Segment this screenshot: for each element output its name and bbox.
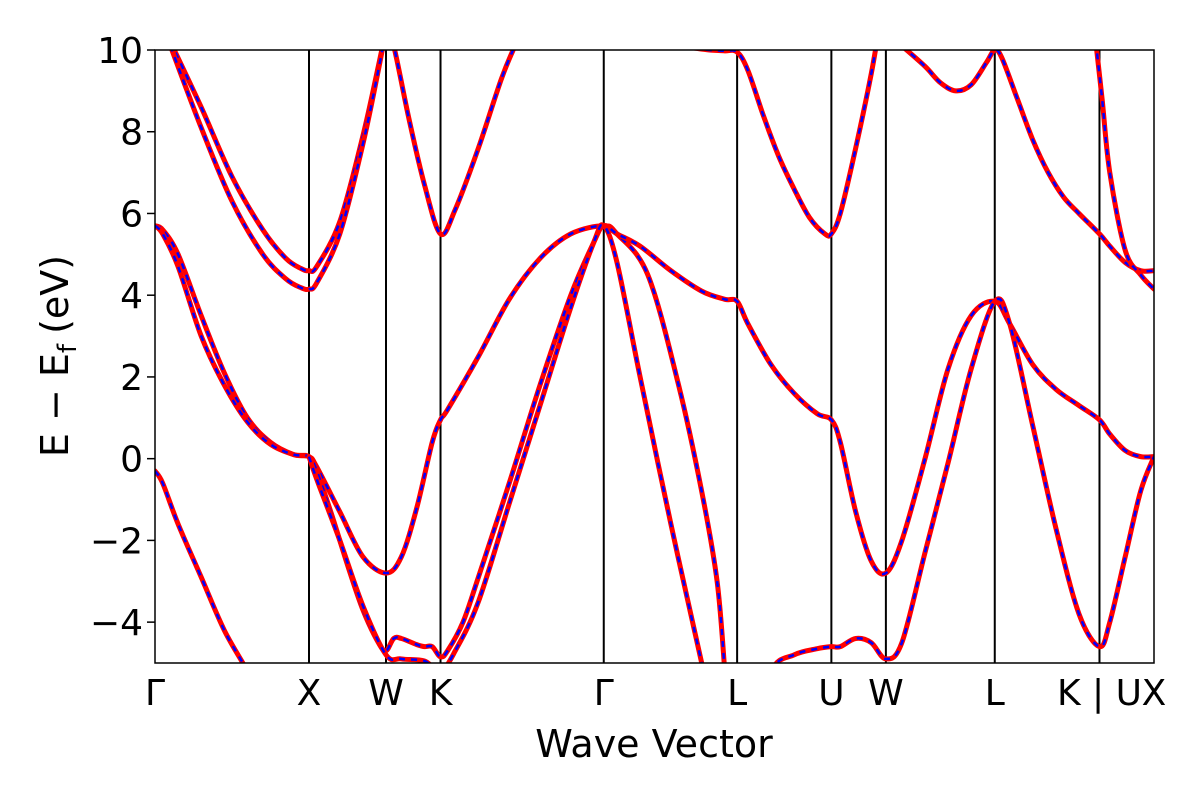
band-line-dashed-9 <box>1095 50 1154 290</box>
band-line-dashed-4 <box>172 50 384 273</box>
band-line-solid-6 <box>392 50 516 238</box>
x-tick-label: W <box>368 673 404 714</box>
x-tick-label: X <box>297 673 322 714</box>
x-tick-label: K <box>429 673 454 714</box>
x-tick-label: Γ <box>594 673 614 714</box>
band-line-dashed-3 <box>307 223 1154 663</box>
y-tick-label: 10 <box>97 31 143 72</box>
y-tick-label: 2 <box>120 358 143 399</box>
y-ticks: −4 −2 0 2 4 6 8 10 <box>90 31 155 644</box>
plot-frame <box>154 49 1155 664</box>
y-axis-title-unit: (eV) <box>33 255 77 334</box>
y-tick-label: −2 <box>90 521 143 562</box>
band-line-dashed-5 <box>170 50 384 291</box>
x-tick-label: K | U <box>1057 673 1142 714</box>
y-axis-title-subscript: f <box>53 343 83 353</box>
band-line-dashed-1 <box>155 224 726 663</box>
y-tick-label: 4 <box>120 276 143 317</box>
x-tick-label: X <box>1142 673 1167 714</box>
band-line-dashed-8 <box>904 50 1154 273</box>
x-axis-title: Wave Vector <box>535 722 773 766</box>
x-tick-label: L <box>985 673 1005 714</box>
y-tick-label: −4 <box>90 603 143 644</box>
band-line-solid-0 <box>155 468 246 663</box>
x-tick-label: U <box>818 673 844 714</box>
y-tick-label: 8 <box>120 113 143 154</box>
y-tick-label: 6 <box>120 194 143 235</box>
x-tick-label: L <box>727 673 747 714</box>
band-line-solid-9 <box>1094 50 1154 292</box>
y-tick-label: 0 <box>120 440 143 481</box>
x-tick-label: W <box>868 673 904 714</box>
band-line-dashed-0 <box>155 470 245 663</box>
kpoint-lines <box>308 50 1101 663</box>
x-tick-label: Γ <box>145 673 165 714</box>
y-axis-title: E − Ef (eV) <box>33 255 83 457</box>
band-line-solid-8 <box>902 50 1154 274</box>
band-line-solid-7 <box>692 50 879 239</box>
band-line-dashed-7 <box>699 50 877 238</box>
y-axis-title-main: E − E <box>33 353 77 457</box>
band-line-solid-4 <box>171 50 385 275</box>
